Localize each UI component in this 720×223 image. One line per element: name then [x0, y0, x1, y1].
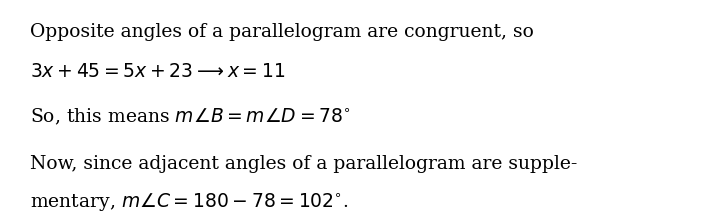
Text: Now, since adjacent angles of a parallelogram are supple-: Now, since adjacent angles of a parallel… — [30, 155, 577, 173]
Text: Opposite angles of a parallelogram are congruent, so: Opposite angles of a parallelogram are c… — [30, 23, 534, 41]
Text: $3x + 45 = 5x + 23 \longrightarrow x = 11$: $3x + 45 = 5x + 23 \longrightarrow x = 1… — [30, 63, 285, 81]
Text: So, this means $m\angle B = m\angle D = 78^{\circ}$: So, this means $m\angle B = m\angle D = … — [30, 107, 350, 127]
Text: mentary, $m\angle C = 180 - 78 = 102^{\circ}$.: mentary, $m\angle C = 180 - 78 = 102^{\c… — [30, 191, 348, 213]
